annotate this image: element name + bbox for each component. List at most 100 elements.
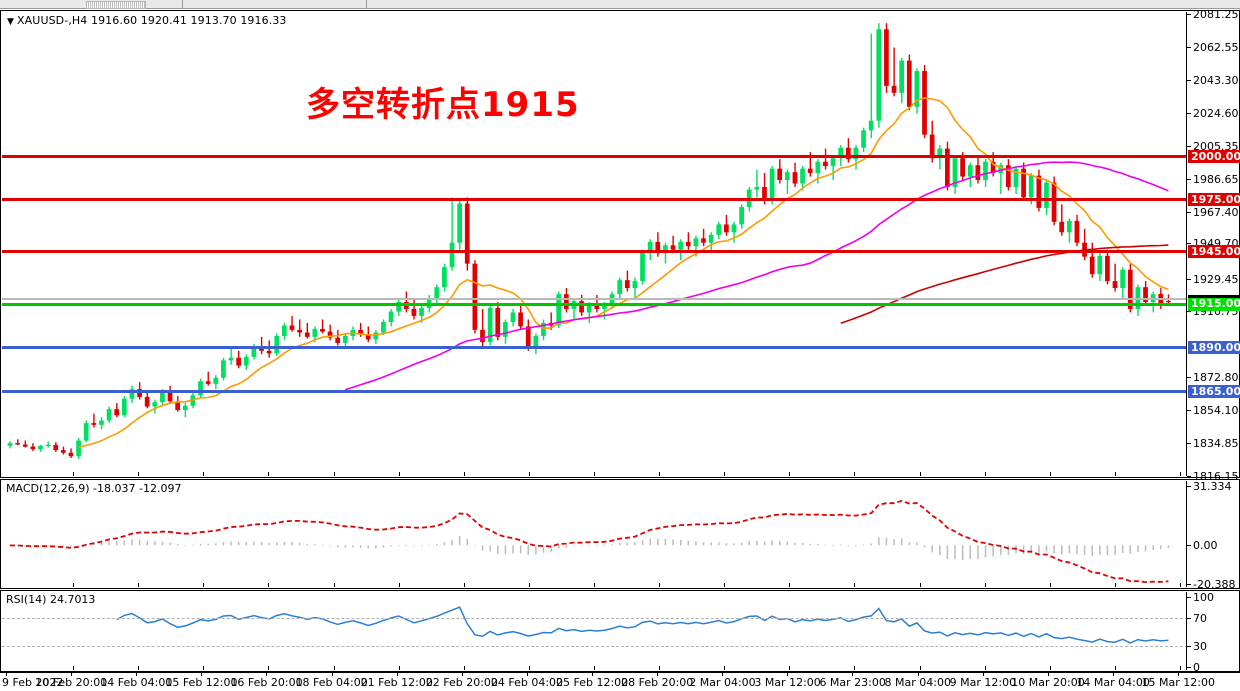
candle-wick [1000, 162, 1002, 194]
panel-grid-tick [854, 583, 856, 587]
panel-grid-tick [333, 666, 335, 670]
price-plot-area[interactable] [2, 12, 1188, 476]
time-axis-label: 10 Feb 20:00 [35, 676, 108, 689]
candle-body [876, 29, 882, 121]
rsi-plot-area[interactable] [2, 592, 1188, 670]
price-level-badge[interactable]: 1865.00 [1188, 384, 1240, 398]
price-chart-panel[interactable]: ▼ XAUUSD-,H4 1916.60 1920.41 1913.70 1916… [0, 9, 1240, 482]
panel-grid-tick [594, 666, 595, 670]
price-level-badge[interactable]: 1915.00 [1188, 294, 1240, 311]
macd-histogram-bar [862, 544, 865, 546]
candle-body [800, 168, 805, 184]
macd-plot-area[interactable] [2, 481, 1188, 587]
level-line-1975.00[interactable] [2, 198, 1188, 202]
macd-histogram-bar [946, 545, 949, 560]
panel-grid-tick [594, 472, 595, 476]
price-axis[interactable]: 2081.25 2062.55 2043.30 2024.60 2005.35 1986.… [1186, 9, 1240, 482]
price-level-badge[interactable]: 1975.00 [1188, 193, 1240, 207]
candle-body [586, 304, 592, 313]
candle-body [457, 203, 462, 243]
macd-histogram-bar [657, 538, 659, 546]
macd-histogram-bar [641, 540, 644, 546]
candle-body [76, 440, 81, 457]
candle-body [975, 165, 981, 180]
candle-body [1120, 269, 1126, 289]
candle-wick [24, 440, 27, 448]
rsi-axis[interactable]: 100 70 30 0 [1186, 592, 1238, 673]
candle-body [937, 148, 943, 159]
macd-tick: 0.00 [1187, 540, 1218, 551]
macd-panel[interactable]: MACD(12,26,9) -18.037 -12.097 31.334 0.00… [0, 479, 1240, 590]
time-axis[interactable]: 9 Feb 2022 10 Feb 20:00 14 Feb 04:00 15 Feb… [0, 672, 1240, 691]
panel-grid-tick [398, 583, 400, 587]
candle-body [388, 311, 394, 323]
panel-grid-tick [203, 472, 205, 476]
level-line-1865.00[interactable] [2, 389, 1188, 393]
macd-histogram-bar [771, 540, 773, 546]
level-line-1945.00[interactable] [2, 250, 1188, 254]
time-tick [1047, 673, 1049, 676]
candle-body [411, 308, 417, 316]
candle-body [655, 241, 661, 254]
candle-body [182, 405, 188, 411]
macd-histogram-bar [336, 545, 339, 548]
panel-grid-tick [1049, 583, 1051, 587]
macd-histogram-bar [679, 539, 682, 546]
quote-text: XAUUSD-,H4 1916.60 1920.41 1913.70 1916.… [17, 14, 287, 27]
candle-body [30, 446, 36, 450]
macd-histogram-bar [756, 540, 758, 546]
panel-grid-tick [659, 666, 661, 670]
candle-body [236, 357, 241, 366]
macd-histogram-bar [314, 544, 316, 546]
level-line-1915.00[interactable] [2, 302, 1188, 306]
macd-histogram-bar [649, 538, 651, 546]
price-level-badge[interactable]: 1890.00 [1188, 341, 1240, 355]
macd-histogram-bar [481, 545, 484, 551]
candle-body [708, 234, 714, 243]
time-axis-label: 14 Mar 04:00 [1076, 676, 1150, 689]
macd-histogram-bar [154, 541, 156, 546]
candle-wick [893, 47, 895, 97]
candle-body [335, 337, 341, 343]
candle-body [160, 391, 165, 403]
macd-histogram-bar [687, 540, 690, 546]
triangle-down-icon[interactable]: ▼ [7, 17, 15, 27]
macd-histogram-bar [611, 544, 613, 546]
macd-histogram-bar [626, 542, 629, 546]
macd-histogram-bar [397, 545, 400, 546]
macd-histogram-bar [222, 542, 225, 546]
rsi-panel[interactable]: RSI(14) 24.7013 100 70 30 0 [0, 590, 1240, 673]
macd-histogram-bar [839, 544, 842, 546]
candle-wick [451, 197, 453, 271]
macd-axis[interactable]: 31.334 0.00 -20.388 [1186, 481, 1238, 590]
candle-body [1097, 255, 1103, 275]
time-tick [917, 673, 919, 676]
candle-body [45, 444, 51, 447]
candle-body [129, 389, 135, 399]
candle-body [320, 329, 325, 332]
ma-slow-line [840, 244, 1169, 324]
candle-body [106, 409, 112, 421]
price-level-badge[interactable]: 1945.00 [1188, 245, 1240, 259]
candle-body [990, 161, 996, 174]
macd-histogram-bar [359, 545, 362, 548]
candle-body [525, 326, 531, 347]
candle-body [99, 420, 104, 425]
panel-grid-tick [138, 472, 140, 476]
level-line-2000.00[interactable] [2, 154, 1188, 158]
candle-wick [832, 155, 834, 180]
macd-histogram-bar [405, 545, 408, 546]
macd-histogram-bar [100, 542, 103, 546]
price-level-badge[interactable]: 2000.00 [1188, 149, 1240, 163]
macd-tick: 31.334 [1187, 481, 1232, 492]
toolbar-grip[interactable] [86, 1, 146, 9]
candle-body [685, 241, 691, 247]
macd-histogram-bar [878, 537, 880, 546]
candle-body [541, 322, 546, 336]
candle-body [777, 168, 783, 180]
time-axis-label: 15 Mar 12:00 [1141, 676, 1215, 689]
time-tick [787, 673, 789, 676]
candle-wick [481, 308, 484, 348]
level-line-1890.00[interactable] [2, 346, 1188, 350]
macd-histogram-bar [596, 545, 598, 547]
